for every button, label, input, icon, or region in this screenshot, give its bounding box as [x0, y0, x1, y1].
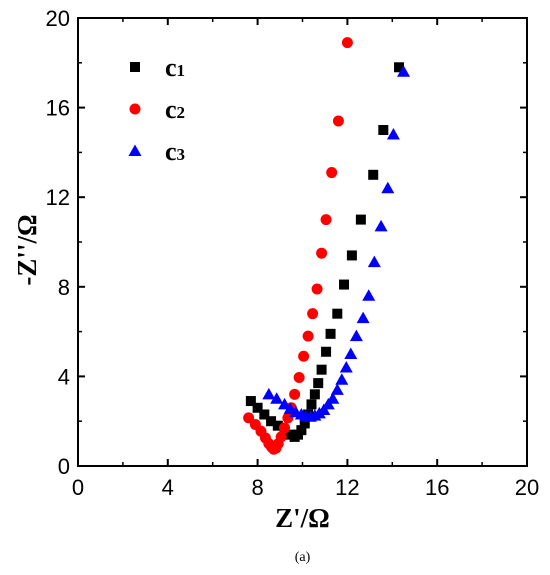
x-axis-title: Z'/Ω	[275, 503, 330, 533]
data-point-c1	[245, 396, 256, 407]
data-point-c2	[289, 388, 301, 400]
data-point-c2	[275, 431, 287, 443]
data-point-c1	[313, 378, 324, 389]
data-point-c2	[341, 37, 353, 49]
data-point-c1	[252, 402, 263, 413]
data-point-c2	[279, 422, 291, 434]
data-point-c1	[316, 364, 327, 375]
data-point-c2	[311, 283, 323, 295]
y-tick-label: 20	[46, 6, 70, 31]
legend-marker-c1	[130, 62, 140, 72]
y-tick-label: 12	[46, 185, 70, 210]
data-point-c2	[332, 115, 344, 127]
data-point-c2	[326, 167, 338, 179]
y-axis-ticks: 0 4 8 12 16 20	[46, 6, 527, 479]
data-point-c3	[335, 373, 349, 385]
data-point-c3	[362, 289, 376, 301]
legend-marker-c2	[129, 103, 141, 115]
series-c2	[243, 37, 353, 455]
data-point-c3	[278, 397, 292, 410]
x-tick-label: 4	[162, 475, 174, 500]
x-tick-label: 8	[251, 475, 263, 500]
y-tick-label: 0	[58, 454, 70, 479]
data-point-c2	[316, 247, 328, 259]
data-point-c1	[299, 418, 310, 429]
data-point-c1	[259, 409, 270, 420]
data-point-c3	[330, 383, 344, 395]
data-point-c3	[349, 329, 363, 342]
data-point-c1	[332, 308, 343, 319]
data-point-c3	[367, 255, 381, 268]
data-point-c1	[325, 328, 336, 339]
data-point-c1	[272, 420, 283, 431]
y-tick-label: 4	[58, 364, 70, 389]
data-point-c2	[298, 350, 310, 362]
data-point-c3	[344, 347, 358, 359]
data-point-c3	[356, 311, 370, 324]
x-tick-label: 0	[72, 475, 84, 500]
data-point-c3	[397, 65, 411, 77]
data-point-c2	[243, 412, 255, 424]
legend-label-c3: c3	[165, 137, 185, 166]
data-point-c1	[266, 416, 277, 427]
data-point-c3	[339, 360, 353, 373]
legend-label-c1: c1	[165, 53, 185, 82]
data-point-c1	[321, 346, 332, 357]
data-point-c1	[394, 62, 405, 73]
data-point-c1	[339, 279, 350, 290]
data-point-c1	[306, 399, 317, 410]
x-tick-label: 20	[515, 475, 539, 500]
legend: c1 c2 c3	[128, 53, 185, 166]
x-tick-label: 12	[335, 475, 359, 500]
plot-border	[77, 17, 528, 467]
data-point-c2	[293, 372, 305, 384]
series-c1	[245, 62, 405, 442]
data-point-c3	[326, 392, 340, 404]
y-axis-title: -Z''/Ω	[12, 214, 42, 285]
data-point-c1	[378, 125, 389, 135]
y-tick-label: 16	[46, 96, 70, 121]
data-point-c2	[302, 330, 314, 342]
data-point-c1	[346, 250, 357, 261]
y-tick-label: 8	[58, 275, 70, 300]
data-point-c1	[296, 425, 307, 436]
data-point-c3	[262, 387, 276, 400]
data-point-c3	[374, 219, 388, 232]
data-points	[243, 37, 411, 455]
series-c3	[262, 65, 411, 422]
data-point-c1	[309, 389, 320, 400]
data-point-c3	[381, 181, 395, 194]
data-point-c1	[355, 214, 366, 225]
plot-frame	[77, 17, 528, 467]
legend-label-c2: c2	[165, 95, 185, 124]
x-axis-ticks: 0 4 8 12 16 20	[72, 18, 539, 500]
x-tick-label: 16	[425, 475, 449, 500]
data-point-c2	[307, 308, 319, 320]
figure-caption: (a)	[295, 550, 311, 565]
legend-marker-c3	[128, 144, 142, 156]
data-point-c1	[368, 169, 379, 180]
data-point-c3	[270, 392, 284, 404]
data-point-c3	[386, 127, 400, 140]
data-point-c2	[320, 214, 332, 226]
